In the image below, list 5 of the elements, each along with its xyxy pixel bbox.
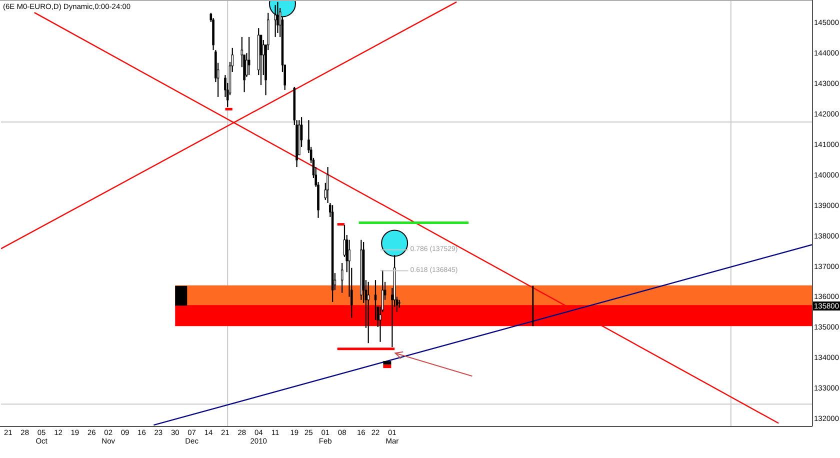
candlestick — [374, 280, 377, 321]
candlestick — [340, 262, 344, 294]
candlestick — [326, 166, 329, 204]
candlestick — [248, 36, 250, 76]
candlestick — [367, 281, 370, 344]
